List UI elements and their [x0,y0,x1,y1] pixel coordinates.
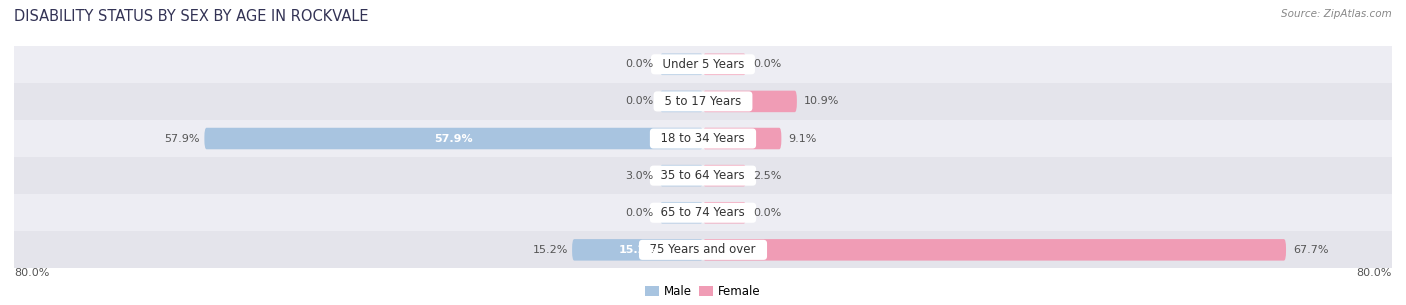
FancyBboxPatch shape [659,54,703,75]
Bar [14,46,1392,83]
FancyBboxPatch shape [659,165,703,186]
Text: 57.9%: 57.9% [165,134,200,144]
Legend: Male, Female: Male, Female [641,280,765,303]
Text: 10.9%: 10.9% [804,96,839,106]
Text: 80.0%: 80.0% [1357,268,1392,278]
Text: 0.0%: 0.0% [624,208,652,218]
Text: 0.0%: 0.0% [624,96,652,106]
Bar [14,194,1392,231]
Text: 57.9%: 57.9% [434,134,472,144]
FancyBboxPatch shape [659,91,703,112]
Bar [14,231,1392,268]
Text: 9.1%: 9.1% [789,134,817,144]
Text: 0.0%: 0.0% [624,59,652,69]
Text: DISABILITY STATUS BY SEX BY AGE IN ROCKVALE: DISABILITY STATUS BY SEX BY AGE IN ROCKV… [14,9,368,24]
Bar [14,83,1392,120]
FancyBboxPatch shape [659,202,703,224]
FancyBboxPatch shape [703,202,747,224]
Text: 67.7%: 67.7% [1294,245,1329,255]
Text: 18 to 34 Years: 18 to 34 Years [654,132,752,145]
FancyBboxPatch shape [572,239,703,260]
Text: 0.0%: 0.0% [754,59,782,69]
Text: 35 to 64 Years: 35 to 64 Years [654,169,752,182]
FancyBboxPatch shape [703,165,747,186]
Text: Under 5 Years: Under 5 Years [655,58,751,71]
FancyBboxPatch shape [204,128,703,149]
Text: 15.2%: 15.2% [619,245,657,255]
Bar [14,157,1392,194]
FancyBboxPatch shape [703,54,747,75]
FancyBboxPatch shape [703,128,782,149]
Text: 80.0%: 80.0% [14,268,49,278]
Text: 65 to 74 Years: 65 to 74 Years [654,206,752,219]
Text: 75 Years and over: 75 Years and over [643,243,763,256]
FancyBboxPatch shape [703,91,797,112]
Text: Source: ZipAtlas.com: Source: ZipAtlas.com [1281,9,1392,19]
Text: 5 to 17 Years: 5 to 17 Years [657,95,749,108]
FancyBboxPatch shape [703,239,1286,260]
Text: 2.5%: 2.5% [754,170,782,181]
Bar [14,120,1392,157]
Text: 15.2%: 15.2% [533,245,568,255]
Text: 0.0%: 0.0% [754,208,782,218]
Text: 3.0%: 3.0% [624,170,652,181]
